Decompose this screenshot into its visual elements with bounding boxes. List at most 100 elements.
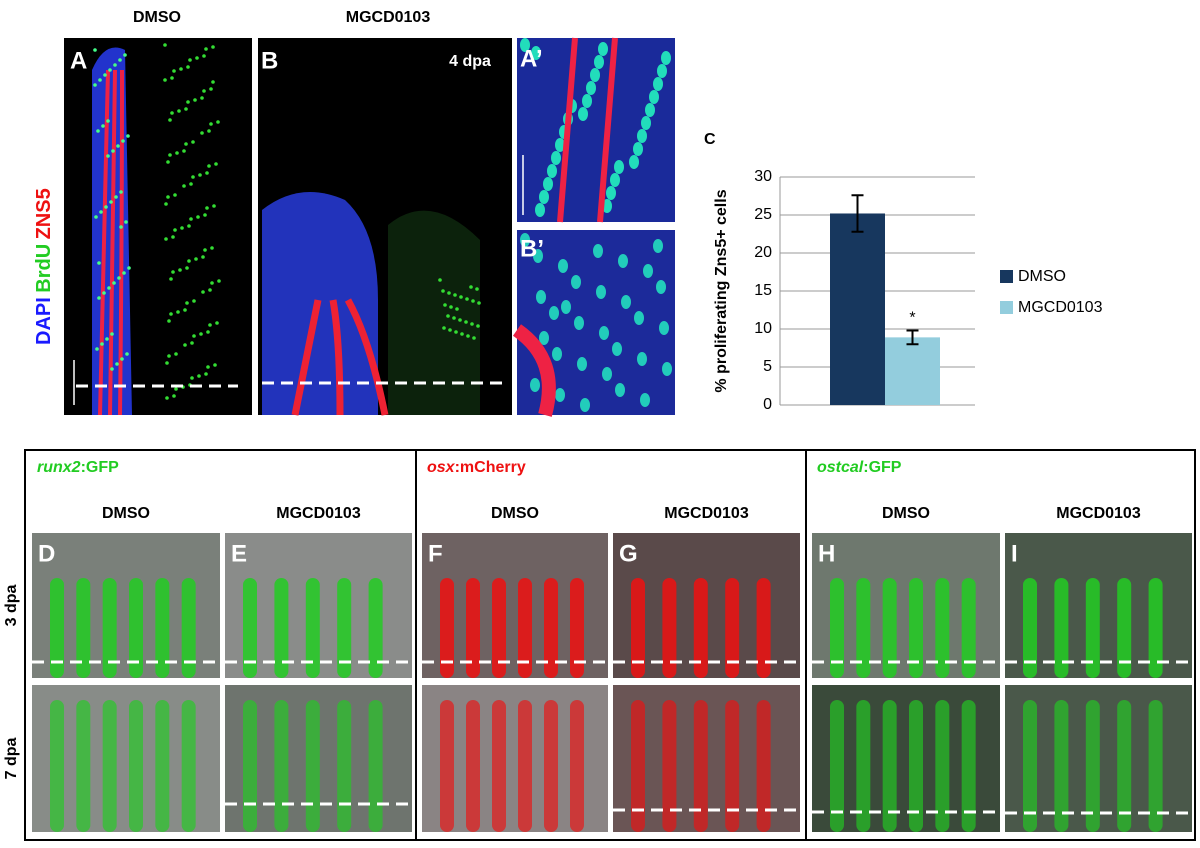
cell [637,352,647,366]
cell [549,306,559,320]
cell [116,144,120,148]
cell [105,337,109,341]
cell [203,248,207,252]
cell [174,387,178,391]
cell [217,279,221,283]
ray [1054,578,1069,678]
cell [610,173,620,187]
cell [590,68,600,82]
cell [612,342,622,356]
panel-label: H [818,540,835,567]
panel-label: F [428,540,443,567]
cell [645,103,655,117]
stain-name: DAPI [33,297,55,345]
y-tick-label: 5 [763,358,772,375]
ray [102,700,117,832]
ray [725,578,740,678]
cell [582,94,592,108]
cell [124,220,128,224]
panel-label: D [38,540,55,567]
y-axis-label: % proliferating Zns5+ cells [713,189,730,392]
cell [173,193,177,197]
ray [693,700,708,832]
error-bar [906,329,919,346]
ray [181,578,196,678]
cell [614,160,624,174]
cell [207,129,211,133]
column-header: MGCD0103 [1056,505,1141,522]
cell [115,362,119,366]
cell [107,286,111,290]
cell [637,129,647,143]
ray [102,578,117,678]
cell [166,160,170,164]
cell [206,330,210,334]
cell [113,63,117,67]
ray [337,700,352,832]
y-tick-label: 15 [754,282,772,299]
cell [454,330,458,334]
cell [187,224,191,228]
panel-label: G [619,540,638,567]
cell [126,134,130,138]
cell [100,342,104,346]
ray [98,69,110,416]
cell [477,301,481,305]
ray [544,700,558,832]
cell [180,226,184,230]
ray [909,700,923,832]
cell [170,111,174,115]
cell [97,296,101,300]
row-label: 3 dpa [3,585,20,627]
cell [106,119,110,123]
ray [129,578,143,678]
ray [337,578,352,678]
cell [662,362,672,376]
ray [882,578,897,678]
gene-name: runx2 [37,459,81,476]
reporter: :GFP [863,459,902,476]
cell [186,100,190,104]
cell [120,357,124,361]
row-label: 7 dpa [3,738,20,780]
cell [536,290,546,304]
ray [440,700,454,832]
cell [167,319,171,323]
cell [182,184,186,188]
column-header: MGCD0103 [664,505,749,522]
cell [577,357,587,371]
cell [205,206,209,210]
stain-name: BrdU [33,244,55,293]
cell [205,171,209,175]
cell [629,155,639,169]
cell [184,107,188,111]
ray [466,700,480,832]
cell [216,120,220,124]
ray [662,578,677,678]
ray [274,700,289,832]
cell [211,45,215,49]
cell [95,347,99,351]
cell [191,175,195,179]
cell [460,332,464,336]
cell [110,367,114,371]
y-tick-label: 10 [754,320,772,337]
cell [198,173,202,177]
error-bar [851,194,864,233]
ray [368,700,383,832]
cell [125,352,129,356]
cell [459,295,463,299]
ray [631,578,645,678]
cell [109,200,113,204]
cell [122,271,126,275]
ray [856,578,871,678]
cell [185,301,189,305]
cell [165,361,169,365]
cell [174,352,178,356]
column-header: DMSO [491,505,539,522]
cell [641,116,651,130]
cell [571,275,581,289]
legend-label: DMSO [1018,268,1066,285]
cell [202,89,206,93]
